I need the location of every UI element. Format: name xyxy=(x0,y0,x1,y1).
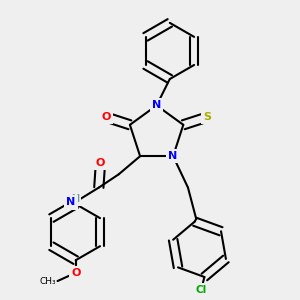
Text: O: O xyxy=(102,112,111,122)
Text: N: N xyxy=(169,151,178,161)
Text: Cl: Cl xyxy=(196,285,207,295)
Text: N: N xyxy=(152,100,161,110)
Text: H: H xyxy=(71,194,79,204)
Text: O: O xyxy=(71,268,80,278)
Text: S: S xyxy=(203,112,211,122)
Text: CH₃: CH₃ xyxy=(39,277,56,286)
Text: N: N xyxy=(67,197,76,207)
Text: O: O xyxy=(96,158,105,168)
